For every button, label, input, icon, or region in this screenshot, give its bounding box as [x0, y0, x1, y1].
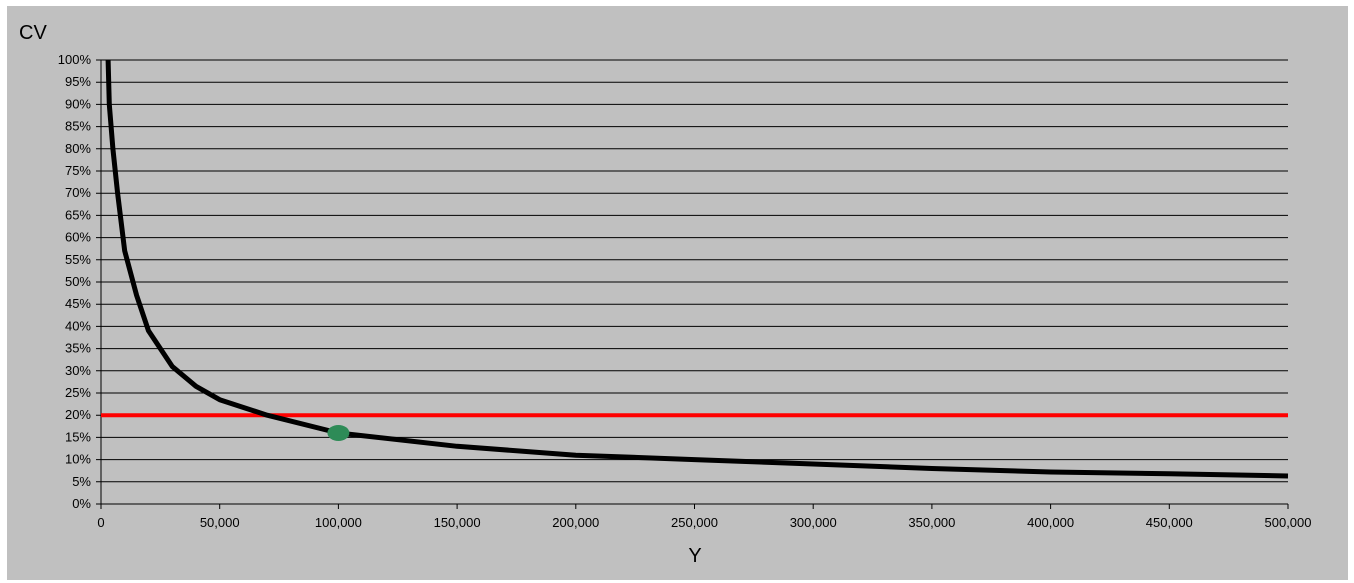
- y-tick-label: 75%: [65, 163, 91, 178]
- y-tick-label: 90%: [65, 96, 91, 111]
- y-tick-label: 80%: [65, 141, 91, 156]
- x-tick-label: 250,000: [671, 515, 718, 530]
- y-tick-label: 25%: [65, 385, 91, 400]
- series-line: [105, 59, 1289, 479]
- x-tick-label: 100,000: [315, 515, 362, 530]
- y-tick-label: 70%: [65, 185, 91, 200]
- x-tick-label: 400,000: [1027, 515, 1074, 530]
- x-tick-labels: 0 50,000 100,000 150,000 200,000 250,000 300,0…: [97, 515, 1311, 530]
- y-tick-label: 55%: [65, 252, 91, 267]
- y-tick-label: 100%: [58, 52, 92, 67]
- x-axis-title: Y: [688, 545, 701, 567]
- y-tick-label: 5%: [72, 474, 91, 489]
- chart-panel: 0% 5% 10% 15% 20% 25% 30% 35% 40% 45% 50% 55% 60% 65%…: [7, 6, 1348, 580]
- y-tick-labels: 0% 5% 10% 15% 20% 25% 30% 35% 40% 45% 50% 55% 60% 65%…: [58, 52, 92, 511]
- x-tick-label: 150,000: [434, 515, 481, 530]
- grid: [96, 59, 1289, 509]
- y-tick-label: 35%: [65, 341, 91, 356]
- y-tick-label: 65%: [65, 207, 91, 222]
- y-tick-label: 85%: [65, 119, 91, 134]
- y-tick-label: 20%: [65, 407, 91, 422]
- y-tick-label: 50%: [65, 274, 91, 289]
- y-tick-label: 60%: [65, 230, 91, 245]
- cv-chart: 0% 5% 10% 15% 20% 25% 30% 35% 40% 45% 50% 55% 60% 65%…: [19, 22, 1312, 567]
- x-tick-label: 200,000: [552, 515, 599, 530]
- x-tick-label: 450,000: [1146, 515, 1193, 530]
- y-tick-label: 40%: [65, 318, 91, 333]
- series-group: [105, 59, 1289, 479]
- highlight-point: [327, 424, 350, 441]
- y-tick-label: 10%: [65, 452, 91, 467]
- marker-group: [327, 424, 350, 441]
- x-tick-label: 300,000: [790, 515, 837, 530]
- x-tick-label: 50,000: [200, 515, 240, 530]
- y-axis-title: CV: [19, 22, 47, 44]
- y-tick-label: 15%: [65, 429, 91, 444]
- y-tick-label: 30%: [65, 363, 91, 378]
- y-tick-label: 95%: [65, 74, 91, 89]
- x-tick-label: 350,000: [908, 515, 955, 530]
- x-tick-label: 0: [97, 515, 104, 530]
- y-tick-label: 0%: [72, 496, 91, 511]
- x-tick-label: 500,000: [1265, 515, 1312, 530]
- y-tick-label: 45%: [65, 296, 91, 311]
